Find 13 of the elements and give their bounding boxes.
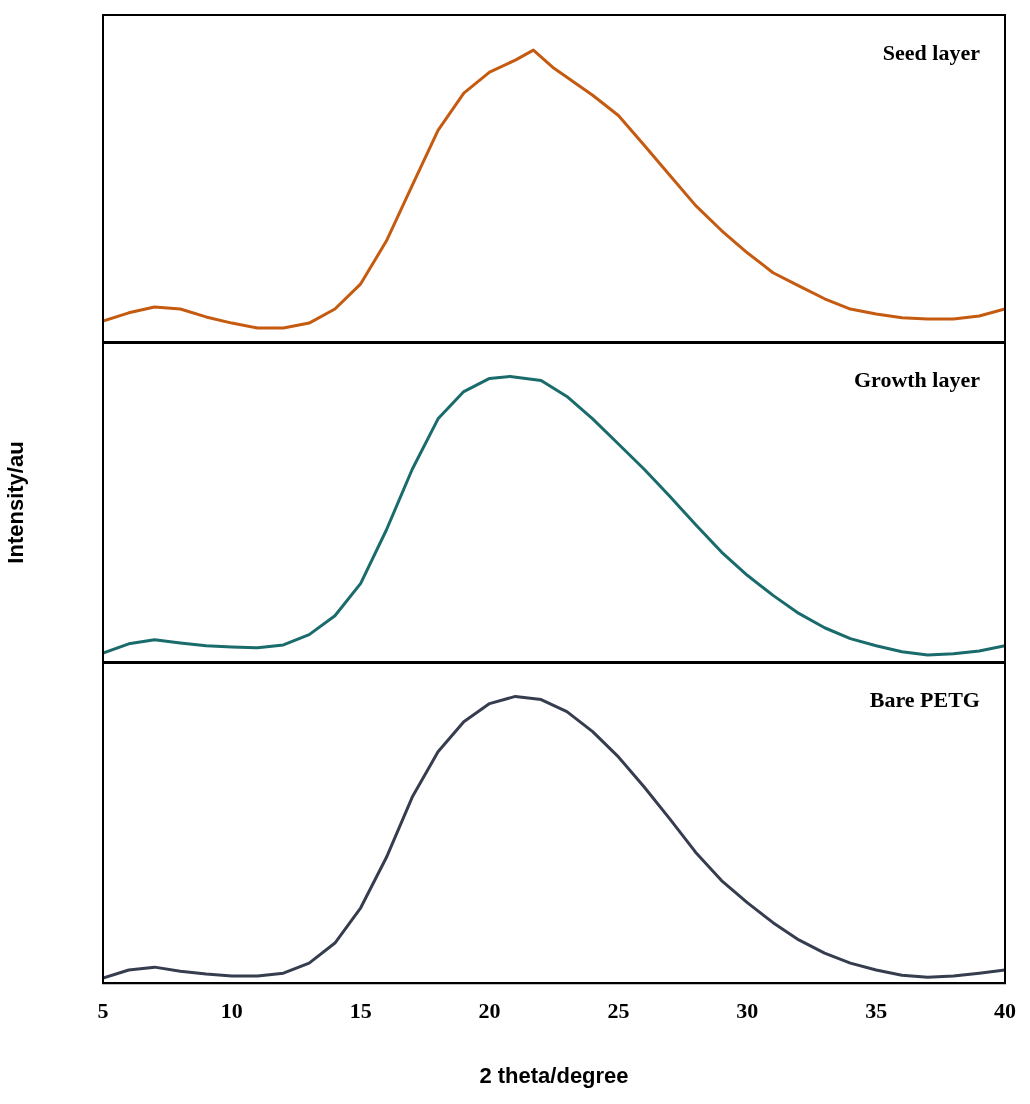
x-tick-label: 10: [220, 998, 243, 1024]
x-tick-label: 35: [865, 998, 888, 1024]
x-tick-label: 20: [478, 998, 501, 1024]
x-axis-title: 2 theta/degree: [479, 1062, 629, 1088]
y-axis-title: Intensity/au: [3, 441, 29, 564]
x-tick-label: 5: [97, 998, 109, 1024]
text: Growth layer: [853, 366, 981, 392]
text: Seed layer: [882, 39, 981, 65]
x-tick-label: 30: [736, 998, 759, 1024]
text: Bare PETG: [869, 686, 980, 712]
x-tick-label: 15: [349, 998, 372, 1024]
x-tick-label: 25: [607, 998, 630, 1024]
x-tick-label: 40: [994, 998, 1016, 1024]
